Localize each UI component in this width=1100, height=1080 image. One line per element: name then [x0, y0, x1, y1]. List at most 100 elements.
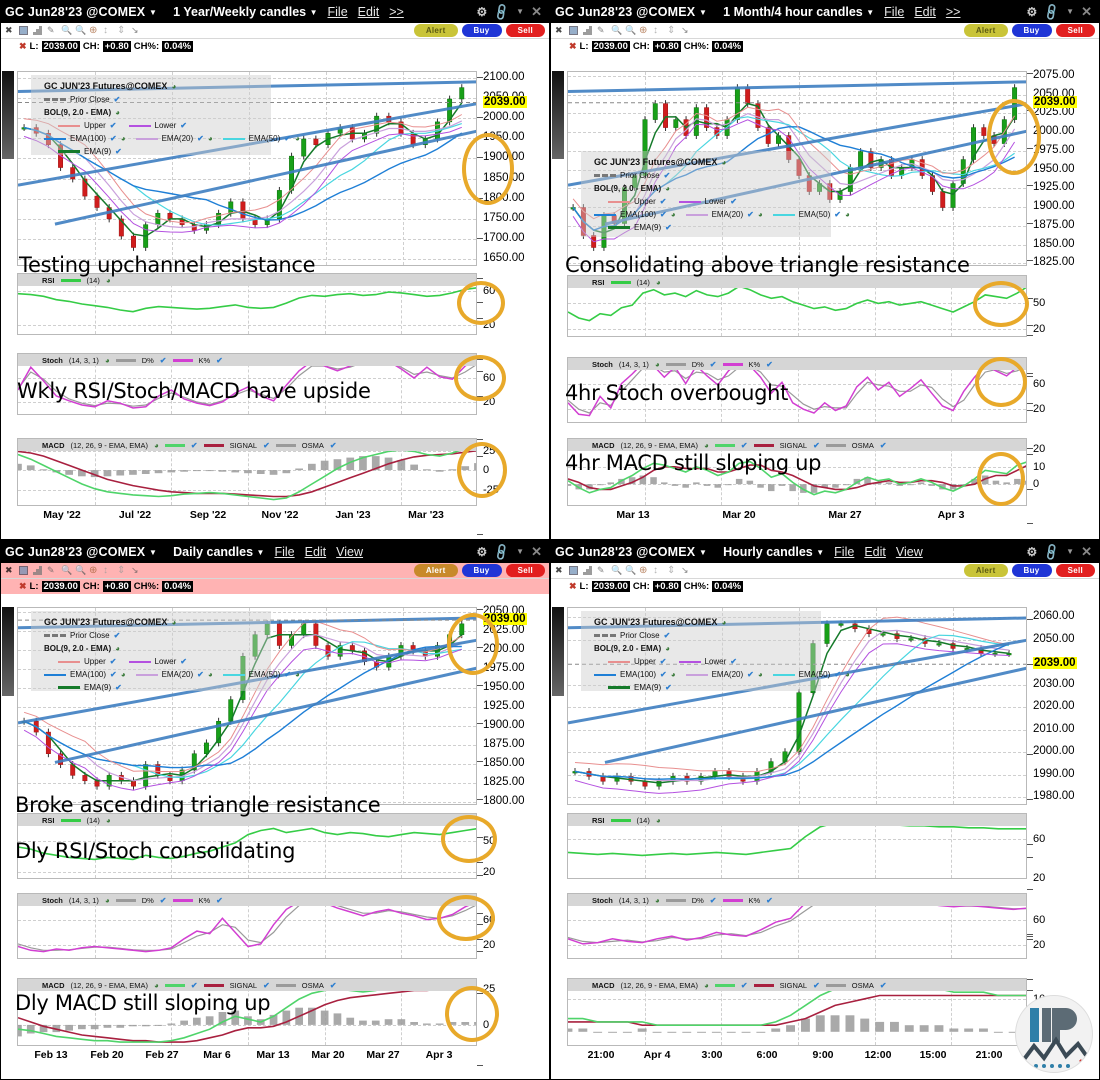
- gear-icon[interactable]: ⚙: [476, 5, 488, 19]
- zoom-in-icon[interactable]: 🔍: [61, 25, 73, 35]
- close-tool-icon[interactable]: ✖: [555, 25, 563, 35]
- delete-quote-icon[interactable]: ✖: [19, 581, 27, 591]
- close-icon[interactable]: ✕: [1081, 4, 1092, 19]
- zoom-in-icon[interactable]: 🔍: [611, 565, 623, 575]
- symbol-selector-daily[interactable]: GC Jun28'23 @COMEX ▼: [5, 545, 158, 559]
- close-tool-icon[interactable]: ✖: [5, 25, 13, 35]
- close-icon[interactable]: ✕: [531, 544, 542, 559]
- bar-chart-icon[interactable]: [583, 566, 592, 575]
- measure-icon[interactable]: ⇕: [667, 565, 676, 576]
- buy-button[interactable]: Buy: [461, 564, 502, 577]
- sell-button[interactable]: Sell: [505, 24, 545, 37]
- delete-quote-icon[interactable]: ✖: [19, 41, 27, 51]
- symbol-selector-4hour[interactable]: GC Jun28'23 @COMEX ▼: [555, 5, 708, 19]
- chevron-down-icon[interactable]: ▼: [1066, 546, 1075, 556]
- layout-icon[interactable]: [569, 566, 578, 575]
- crosshair-icon[interactable]: ⊕: [639, 565, 648, 576]
- stoch-pane-hourly[interactable]: Stoch (14, 3, 1) ◕ D% ✔ K% ✔: [567, 893, 1027, 959]
- measure-icon[interactable]: ⇕: [117, 25, 126, 36]
- timeframe-selector-weekly[interactable]: 1 Year/Weekly candles ▼: [173, 5, 318, 19]
- macd-pane-daily[interactable]: MACD (12, 26, 9 - EMA, EMA) ◕ ✔ SIGNAL ✔ OS…: [17, 978, 477, 1046]
- chevron-down-icon[interactable]: ▼: [516, 6, 525, 16]
- bar-chart-icon[interactable]: [33, 566, 42, 575]
- stoch-pane-daily[interactable]: Stoch (14, 3, 1) ◕ D% ✔ K% ✔: [17, 893, 477, 959]
- zoom-out-icon[interactable]: 🔍: [625, 25, 637, 35]
- menu-file-hourly[interactable]: File: [834, 545, 855, 559]
- menu-edit-daily[interactable]: Edit: [304, 545, 327, 559]
- alert-button[interactable]: Alert: [413, 24, 458, 37]
- zoom-in-icon[interactable]: 🔍: [611, 25, 623, 35]
- alert-button[interactable]: Alert: [963, 564, 1008, 577]
- vertical-scale-bar[interactable]: [552, 607, 564, 696]
- bar-chart-icon[interactable]: [583, 26, 592, 35]
- sell-button[interactable]: Sell: [1055, 24, 1095, 37]
- vertical-scale-bar[interactable]: [552, 71, 564, 159]
- price-axis-4hour[interactable]: 2075.00 2050.00 2025.00 2000.00 1975.00 1950.…: [1027, 69, 1099, 449]
- trendline-icon[interactable]: ↘: [131, 565, 139, 575]
- price-plot[interactable]: GC JUN'23 Futures@COMEX ◕ Prior Close ✔ BOL…: [17, 607, 477, 805]
- sell-button[interactable]: Sell: [1055, 564, 1095, 577]
- zoom-out-icon[interactable]: 🔍: [75, 25, 87, 35]
- rsi-pane-daily[interactable]: RSI (14) ◕: [17, 813, 477, 879]
- menu-file-weekly[interactable]: File: [327, 5, 348, 19]
- menu-edit-4hour[interactable]: Edit: [914, 5, 936, 19]
- buy-button[interactable]: Buy: [1011, 564, 1052, 577]
- zoom-in-icon[interactable]: 🔍: [61, 565, 73, 575]
- price-axis-hourly[interactable]: 2060.00 2050.00 2030.00 2020.00 2010.00 2000.…: [1027, 607, 1099, 980]
- crosshair-icon[interactable]: ⊕: [89, 565, 98, 576]
- timeframe-selector-hourly[interactable]: Hourly candles ▼: [723, 545, 825, 559]
- menu-file-daily[interactable]: File: [274, 545, 295, 559]
- draw-icon[interactable]: ✎: [47, 25, 55, 35]
- vertical-line-icon[interactable]: ↕: [103, 565, 108, 576]
- measure-icon[interactable]: ⇕: [667, 25, 676, 36]
- vertical-line-icon[interactable]: ↕: [653, 25, 658, 36]
- menu-edit-hourly[interactable]: Edit: [864, 545, 886, 559]
- chevron-down-icon[interactable]: ▼: [1066, 6, 1075, 16]
- menu-more-weekly[interactable]: >>: [389, 5, 404, 19]
- rsi-pane-hourly[interactable]: RSI (14) ◕: [567, 813, 1027, 879]
- trendline-icon[interactable]: ↘: [681, 25, 689, 35]
- macd-pane-4hour[interactable]: MACD (12, 26, 9 - EMA, EMA) ◕ ✔ SIGNAL ✔ OS…: [567, 438, 1027, 506]
- alert-button[interactable]: Alert: [963, 24, 1008, 37]
- draw-icon[interactable]: ✎: [597, 565, 605, 575]
- menu-view-daily[interactable]: View: [336, 545, 364, 559]
- vertical-scale-bar[interactable]: [2, 607, 14, 696]
- zoom-out-icon[interactable]: 🔍: [75, 565, 87, 575]
- buy-button[interactable]: Buy: [1011, 24, 1052, 37]
- stoch-pane-4hour[interactable]: Stoch (14, 3, 1) ◕ D% ✔ K% ✔: [567, 357, 1027, 423]
- price-plot[interactable]: GC JUN'23 Futures@COMEX ◕ Prior Close ✔ BOL…: [567, 607, 1027, 805]
- vertical-scale-bar[interactable]: [2, 71, 14, 159]
- price-plot[interactable]: GC JUN'23 Futures@COMEX ◕ Prior Close ✔ BOL…: [567, 71, 1027, 266]
- stoch-pane-weekly[interactable]: Stoch (14, 3, 1) ◕ D% ✔ K% ✔: [17, 353, 477, 415]
- draw-icon[interactable]: ✎: [47, 565, 55, 575]
- close-tool-icon[interactable]: ✖: [555, 565, 563, 575]
- price-axis-daily[interactable]: 2050.00 2025.00 2000.00 1975.00 1950.00 1925.…: [477, 605, 549, 991]
- close-icon[interactable]: ✕: [1081, 544, 1092, 559]
- gear-icon[interactable]: ⚙: [1026, 545, 1038, 559]
- symbol-selector-hourly[interactable]: GC Jun28'23 @COMEX ▼: [555, 545, 708, 559]
- timeframe-selector-4hour[interactable]: 1 Month/4 hour candles ▼: [723, 5, 875, 19]
- rsi-pane-weekly[interactable]: RSI (14) ◕: [17, 273, 477, 335]
- layout-icon[interactable]: [19, 26, 28, 35]
- trendline-icon[interactable]: ↘: [681, 565, 689, 575]
- delete-quote-icon[interactable]: ✖: [569, 41, 577, 51]
- gear-icon[interactable]: ⚙: [476, 545, 488, 559]
- measure-icon[interactable]: ⇕: [117, 565, 126, 576]
- sell-button[interactable]: Sell: [505, 564, 545, 577]
- link-icon[interactable]: 🔗: [1041, 1, 1062, 23]
- delete-quote-icon[interactable]: ✖: [569, 581, 577, 591]
- timeframe-selector-daily[interactable]: Daily candles ▼: [173, 545, 265, 559]
- macd-pane-weekly[interactable]: MACD (12, 26, 9 - EMA, EMA) ◕ ✔ SIGNAL ✔ OS…: [17, 438, 477, 506]
- layout-icon[interactable]: [569, 26, 578, 35]
- buy-button[interactable]: Buy: [461, 24, 502, 37]
- menu-more-4hour[interactable]: >>: [945, 5, 961, 19]
- bar-chart-icon[interactable]: [33, 26, 42, 35]
- chevron-down-icon[interactable]: ▼: [516, 546, 525, 556]
- price-plot[interactable]: GC JUN'23 Futures@COMEX ◕ Prior Close ✔ BOL…: [17, 71, 477, 266]
- macd-pane-hourly[interactable]: MACD (12, 26, 9 - EMA, EMA) ◕ ✔ SIGNAL ✔ OS…: [567, 978, 1027, 1046]
- gear-icon[interactable]: ⚙: [1026, 5, 1038, 19]
- vertical-line-icon[interactable]: ↕: [103, 25, 108, 36]
- link-icon[interactable]: 🔗: [491, 1, 512, 23]
- trendline-icon[interactable]: ↘: [131, 25, 139, 35]
- symbol-selector-weekly[interactable]: GC Jun28'23 @COMEX ▼: [5, 5, 158, 19]
